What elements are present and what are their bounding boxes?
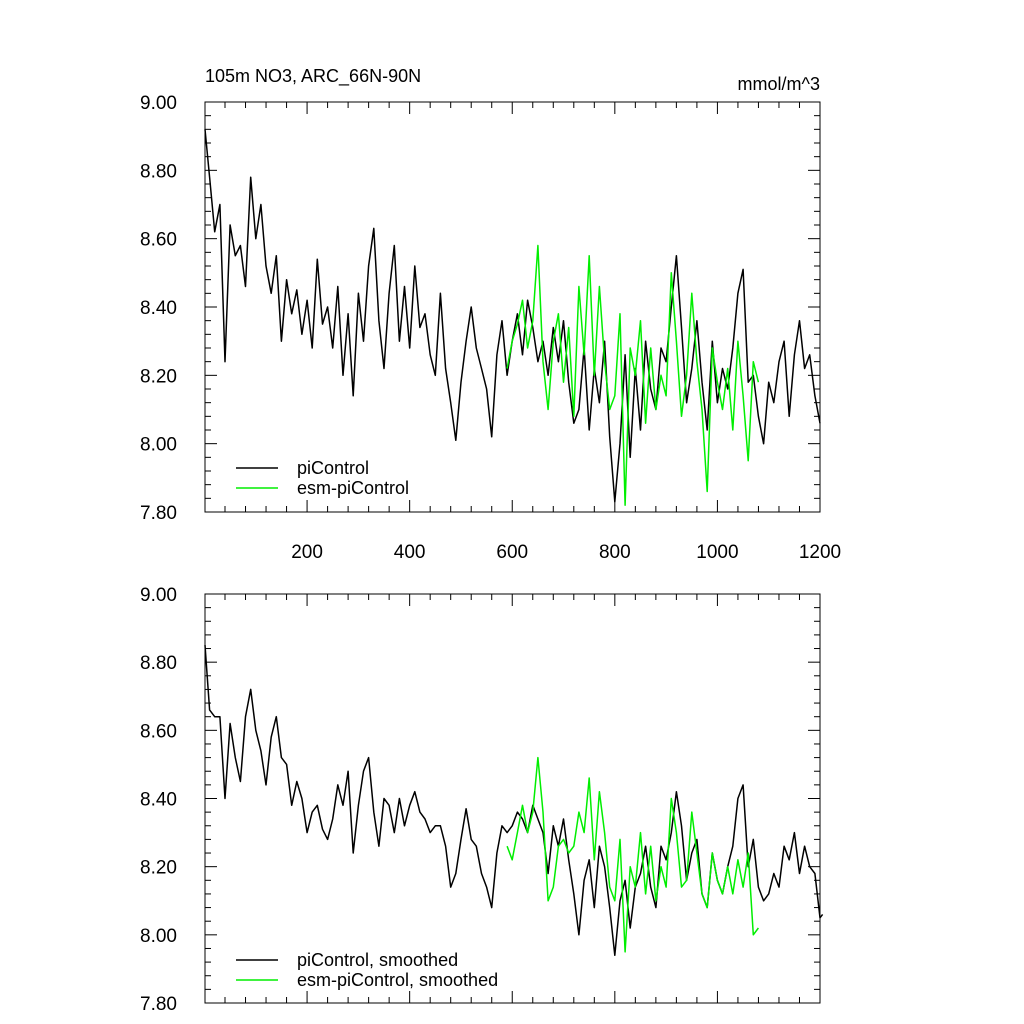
chart-bottom-frame [204,593,821,1004]
chart-top-y-tick-label: 8.40 [140,298,177,319]
chart-top-x-tick-label: 600 [496,542,528,563]
chart-top-x-tick-label: 800 [599,542,631,563]
chart-bottom-series-picontrol-line [204,645,824,957]
chart-bottom-y-tick-label: 9.00 [140,585,177,606]
chart-top-y-tick-label: 8.00 [140,435,177,456]
chart-top-x-tick-label: 200 [291,542,323,563]
chart-top-series-picontrol-line [204,129,821,503]
chart-top-legend-label: esm-piControl [297,478,409,498]
chart-top-y-tick-label: 7.80 [140,503,177,524]
top-panel: 7.80 8.00 8.20 8.40 8.60 8.80 9.00 200 400 600 800… [140,66,841,563]
chart-top-y-tick-label: 8.20 [140,366,177,387]
bottom-panel: 7.80 8.00 8.20 8.40 8.60 8.80 9.00 piControl, s… [140,585,824,1015]
chart-top-y-tick-label: 8.60 [140,230,177,251]
chart-top-x-tick-label: 400 [394,542,426,563]
chart-top-legend-label: piControl [297,458,369,478]
chart-top-series-esm-picontrol-line [506,244,760,506]
chart-bottom-series-esm-picontrol-line [506,756,760,953]
chart-bottom-y-tick-label: 8.80 [140,653,177,674]
chart-bottom-y-tick-label: 7.80 [140,994,177,1015]
chart-bottom-y-tick-label: 8.20 [140,858,177,879]
chart-top-units: mmol/m^3 [738,74,820,94]
chart-top-y-tick-label: 9.00 [140,93,177,114]
chart-bottom-y-tick-label: 8.00 [140,926,177,947]
chart-bottom-y-tick-label: 8.60 [140,721,177,742]
chart-top-frame [204,101,821,513]
chart-bottom-legend-label: piControl, smoothed [297,950,458,970]
chart-bottom-legend-label: esm-piControl, smoothed [297,970,498,990]
chart-top-y-tick-label: 8.80 [140,161,177,182]
chart-top-x-tick-label: 1200 [799,542,841,563]
chart-bottom-y-tick-label: 8.40 [140,790,177,811]
chart-top-x-tick-label: 1000 [696,542,738,563]
chart-top-title: 105m NO3, ARC_66N-90N [205,66,421,87]
